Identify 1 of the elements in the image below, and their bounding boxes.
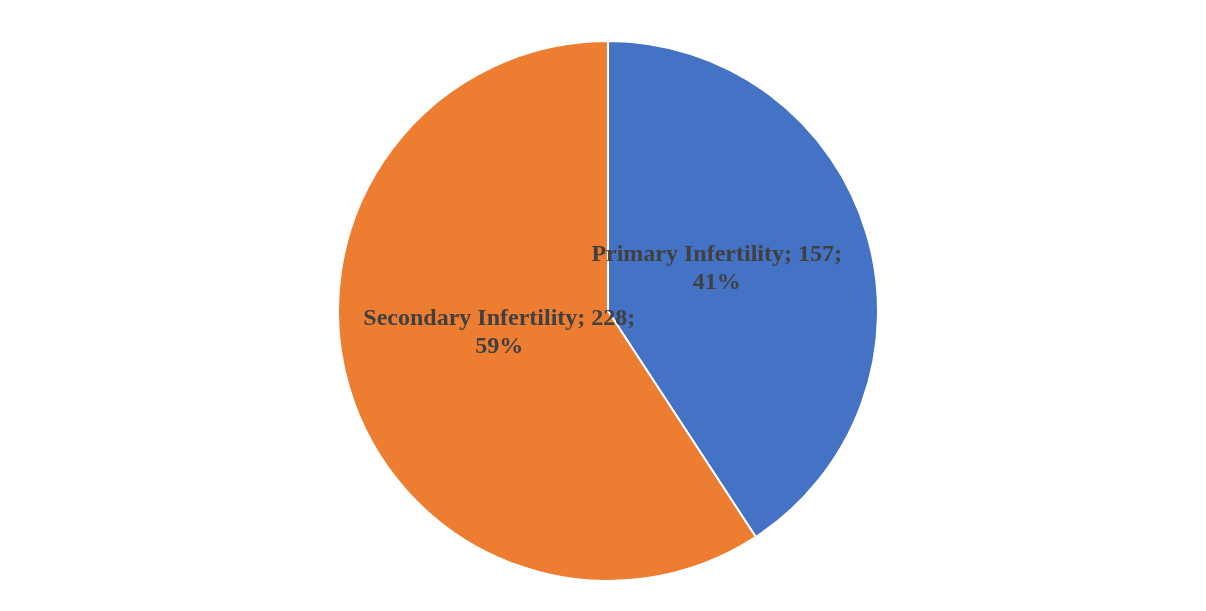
slice-label: Secondary Infertility; 228; 59% <box>362 303 637 360</box>
